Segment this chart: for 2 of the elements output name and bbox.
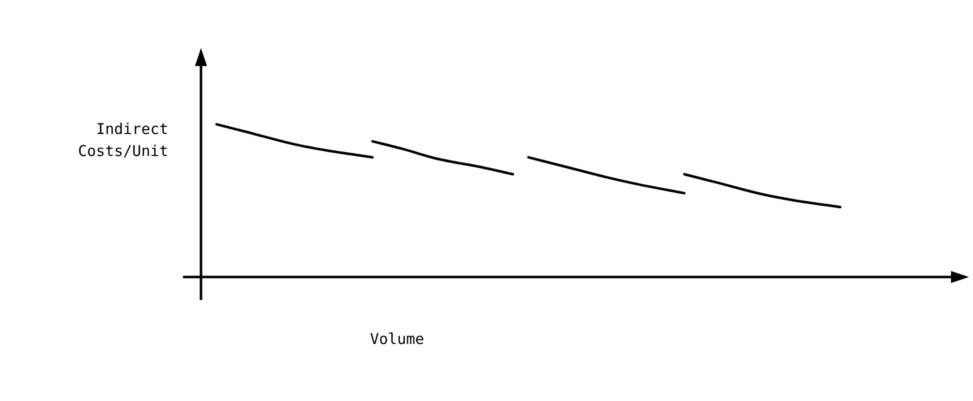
y-axis-title: Indirect Costs/Unit — [78, 119, 168, 162]
x-axis-title: Volume — [370, 330, 424, 348]
